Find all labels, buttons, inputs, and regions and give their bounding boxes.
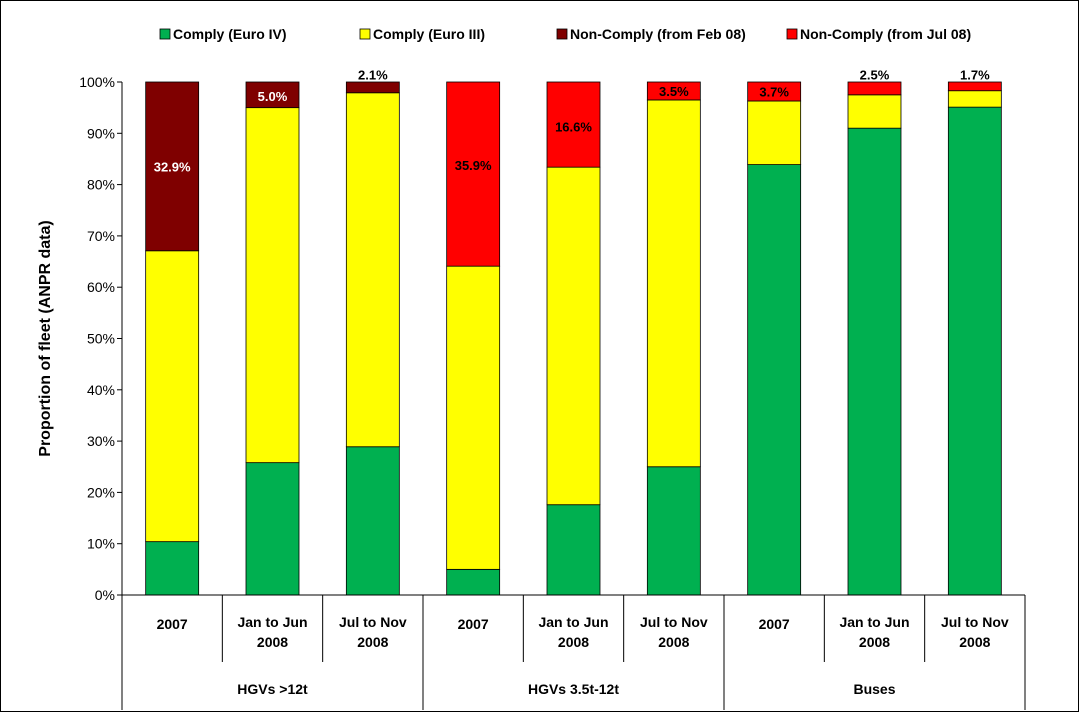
x-category-label-3: Jul to Nov 2008: [339, 614, 407, 650]
y-tick-label-7: 70%: [87, 228, 115, 244]
data-label-3: 2.1%: [358, 67, 388, 82]
x-category-label-9: Jul to Nov 2008: [941, 614, 1009, 650]
bar-segment-3-3: [345, 81, 400, 94]
x-category-label-2: Jan to Jun 2008: [237, 614, 307, 650]
x-category-label-line: 2008: [558, 634, 589, 650]
bar-segment-1-2: [145, 250, 200, 543]
legend-swatch-1: [159, 28, 171, 40]
bar-segment-6-2: [646, 99, 701, 468]
legend-label-3: Non-Comply (from Feb 08): [570, 26, 746, 42]
bar-segment-2-2: [245, 107, 300, 464]
y-axis-label: Proportion of fleet (ANPR data): [37, 220, 54, 456]
bar-segment-4-1: [446, 568, 501, 596]
y-tick-label-1: 10%: [87, 536, 115, 552]
x-category-label-line: Jan to Jun: [237, 614, 307, 630]
legend-swatch-3: [556, 28, 568, 40]
data-label-7: 3.7%: [759, 85, 789, 100]
bar-segment-1-3: [145, 81, 200, 252]
x-category-label-line: Jul to Nov: [339, 614, 407, 630]
bar-segment-5-1: [546, 504, 601, 596]
x-category-label-line: 2008: [357, 634, 388, 650]
legend-label-4: Non-Comply (from Jul 08): [800, 26, 971, 42]
y-tick-label-0: 0%: [95, 587, 115, 603]
bar-segment-4-2: [446, 265, 501, 570]
x-category-label-line: 2008: [859, 634, 890, 650]
legend-label-2: Comply (Euro III): [373, 26, 485, 42]
x-category-label-6: Jul to Nov 2008: [640, 614, 708, 650]
bar-segment-8-2: [847, 94, 902, 129]
data-label-8: 2.5%: [860, 67, 890, 82]
data-label-1: 32.9%: [154, 160, 191, 175]
bar-segment-2-3: [245, 81, 300, 109]
x-category-label-line: Jan to Jun: [839, 614, 909, 630]
x-category-label-5: Jan to Jun 2008: [538, 614, 608, 650]
data-label-5: 16.6%: [555, 120, 592, 135]
bar-segment-4-4: [446, 81, 501, 267]
y-tick-label-6: 60%: [87, 279, 115, 295]
bar-segment-6-4: [646, 81, 701, 101]
x-category-label-line: Jan to Jun: [538, 614, 608, 630]
bar-segment-6-1: [646, 466, 701, 596]
x-category-label-line: Jul to Nov: [941, 614, 1009, 630]
x-category-label-line: 2008: [959, 634, 990, 650]
bar-segment-9-4: [947, 81, 1002, 92]
x-category-label-1: 2007: [157, 616, 188, 632]
bar-segment-8-4: [847, 81, 902, 96]
x-category-label-8: Jan to Jun 2008: [839, 614, 909, 650]
y-tick-label-2: 20%: [87, 484, 115, 500]
x-category-label-7: 2007: [759, 616, 790, 632]
bar-segment-3-1: [345, 446, 400, 596]
bar-segment-3-2: [345, 92, 400, 448]
y-tick-label-3: 30%: [87, 433, 115, 449]
x-category-label-4: 2007: [458, 616, 489, 632]
bar-segment-1-1: [145, 541, 200, 596]
x-category-label-line: 2008: [658, 634, 689, 650]
data-label-2: 5.0%: [258, 89, 288, 104]
y-tick-label-9: 90%: [87, 125, 115, 141]
x-group-label-2: HGVs 3.5t-12t: [528, 681, 619, 697]
bar-segment-8-1: [847, 127, 902, 596]
bar-segment-7-4: [747, 81, 802, 102]
bar-segment-7-2: [747, 100, 802, 165]
bar-segment-9-2: [947, 90, 1002, 108]
data-label-6: 3.5%: [659, 84, 689, 99]
y-tick-label-4: 40%: [87, 382, 115, 398]
y-tick-label-10: 100%: [79, 74, 115, 90]
legend-swatch-2: [359, 28, 371, 40]
legend-swatch-4: [786, 28, 798, 40]
bar-segment-7-1: [747, 164, 802, 596]
bar-segment-5-2: [546, 166, 601, 506]
x-group-label-3: Buses: [853, 681, 895, 697]
x-category-label-line: 2008: [257, 634, 288, 650]
bar-segment-2-1: [245, 462, 300, 596]
legend-label-1: Comply (Euro IV): [173, 26, 287, 42]
y-tick-label-8: 80%: [87, 177, 115, 193]
y-tick-label-5: 50%: [87, 331, 115, 347]
data-label-9: 1.7%: [960, 67, 990, 82]
x-category-label-line: Jul to Nov: [640, 614, 708, 630]
bar-segment-9-1: [947, 106, 1002, 596]
bar-segment-5-4: [546, 81, 601, 168]
data-label-4: 35.9%: [455, 158, 492, 173]
x-group-label-1: HGVs >12t: [237, 681, 308, 697]
